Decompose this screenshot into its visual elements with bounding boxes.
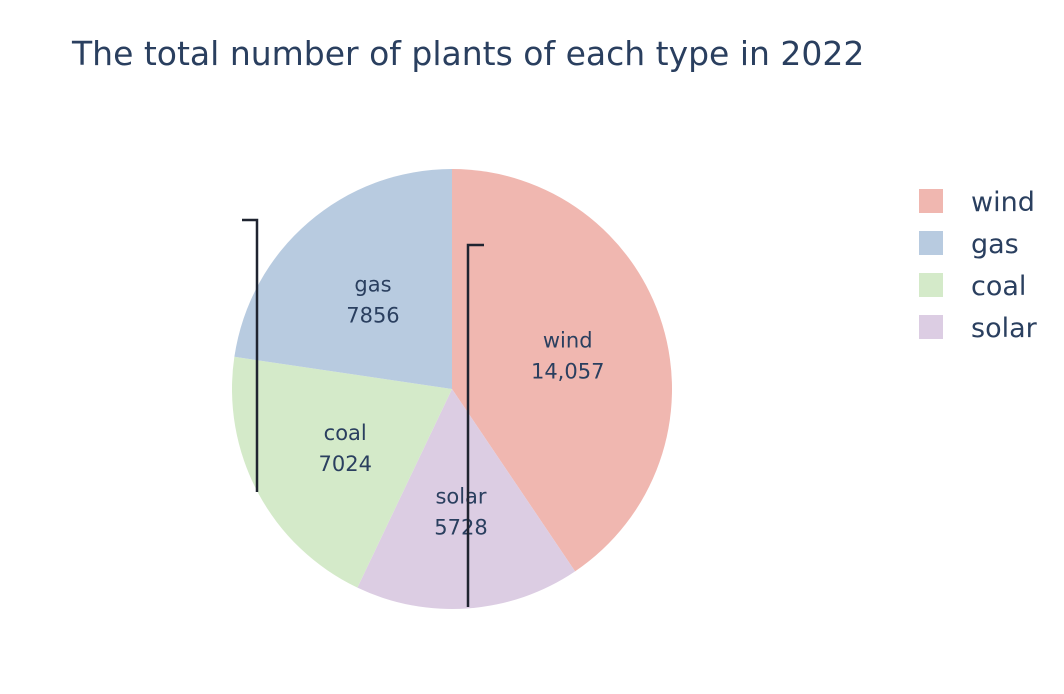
legend-label-wind: wind — [971, 187, 1035, 218]
legend-item-coal[interactable]: coal — [919, 271, 1026, 302]
legend: wind gas coal solar — [919, 187, 1038, 344]
pie-slices — [232, 169, 672, 610]
legend-item-gas[interactable]: gas — [919, 229, 1019, 260]
legend-label-coal: coal — [971, 271, 1026, 302]
legend-label-solar: solar — [971, 313, 1038, 344]
pie-slice-labels: wind 14,057 solar 5728 coal 7024 gas 7856 — [318, 272, 604, 539]
slice-value-solar: 5728 — [434, 516, 487, 540]
pie-slice-wind — [452, 169, 672, 572]
slice-label-coal: coal — [324, 421, 367, 445]
slice-label-gas: gas — [354, 272, 391, 296]
legend-label-gas: gas — [971, 229, 1019, 260]
slice-value-gas: 7856 — [346, 303, 399, 327]
pie-slice-coal — [232, 356, 452, 588]
slice-value-coal: 7024 — [318, 452, 371, 476]
legend-swatch-coal — [919, 273, 943, 297]
legend-swatch-wind — [919, 189, 943, 213]
legend-item-solar[interactable]: solar — [919, 313, 1038, 344]
slice-label-wind: wind — [543, 329, 593, 353]
legend-item-wind[interactable]: wind — [919, 187, 1035, 218]
slice-value-wind: 14,057 — [531, 360, 604, 384]
legend-swatch-solar — [919, 315, 943, 339]
slice-label-solar: solar — [435, 485, 486, 509]
chart-title: The total number of plants of each type … — [72, 34, 865, 73]
pie-slice-gas — [234, 169, 452, 389]
legend-swatch-gas — [919, 231, 943, 255]
pie-slice-solar — [357, 389, 576, 610]
annotation-bracket-left — [242, 218, 259, 492]
annotation-lines — [242, 218, 484, 607]
annotation-bracket-right — [466, 243, 484, 607]
